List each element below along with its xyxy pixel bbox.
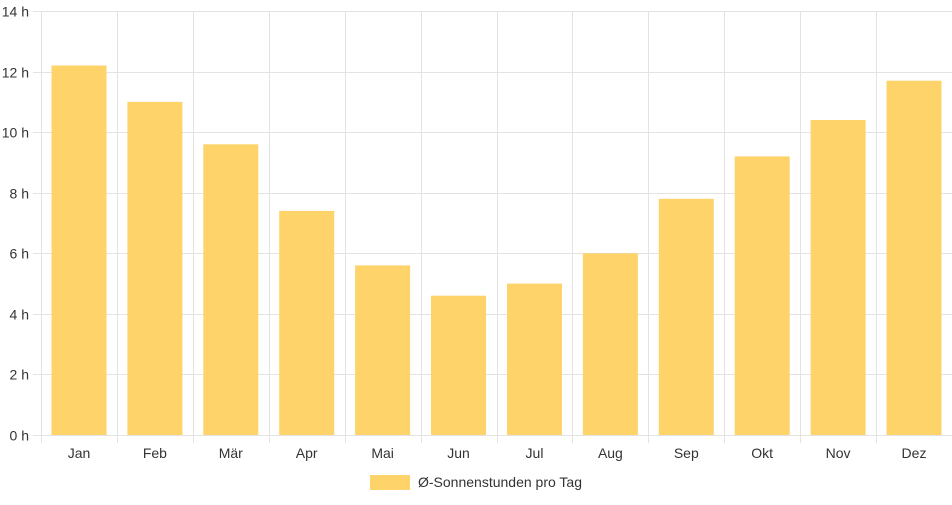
x-tick-label: Jul	[526, 445, 544, 461]
y-tick-label: 2 h	[10, 367, 29, 383]
bar-Okt[interactable]	[734, 156, 790, 435]
y-axis-labels: 0 h 2 h 4 h 6 h 8 h 10 h 12 h 14 h	[2, 4, 29, 444]
bar-Aug[interactable]	[582, 253, 638, 435]
x-tick-label: Jun	[447, 445, 470, 461]
x-tick-label: Okt	[751, 445, 773, 461]
bar-Jun[interactable]	[431, 295, 486, 435]
bar-Apr[interactable]	[279, 210, 335, 435]
x-tick-label: Mär	[219, 445, 243, 461]
y-tick-label: 14 h	[2, 4, 29, 20]
bar-Mär[interactable]	[203, 144, 259, 436]
bar-Jan[interactable]	[51, 65, 107, 436]
bar-Sep[interactable]	[658, 198, 714, 435]
bar-Jul[interactable]	[507, 283, 562, 435]
bar-Mai[interactable]	[355, 265, 411, 435]
legend-label[interactable]: Ø-Sonnenstunden pro Tag	[418, 474, 582, 490]
y-tick-label: 8 h	[10, 186, 29, 202]
bars	[51, 65, 942, 436]
y-tick-label: 10 h	[2, 125, 29, 141]
y-tick-label: 12 h	[2, 65, 29, 81]
x-axis-labels: Jan Feb Mär Apr Mai Jun Jul Aug Sep Okt Nov Dez	[68, 445, 927, 461]
x-tick-label: Jan	[68, 445, 91, 461]
grid-lines	[33, 11, 952, 443]
x-tick-label: Sep	[674, 445, 699, 461]
bar-Feb[interactable]	[127, 101, 183, 436]
y-tick-label: 4 h	[10, 307, 29, 323]
bar-Nov[interactable]	[810, 120, 866, 435]
x-tick-label: Apr	[296, 445, 318, 461]
y-tick-label: 6 h	[10, 246, 29, 262]
legend[interactable]: Ø-Sonnenstunden pro Tag	[370, 474, 582, 490]
x-tick-label: Mai	[371, 445, 394, 461]
x-tick-label: Feb	[143, 445, 167, 461]
x-tick-label: Dez	[902, 445, 927, 461]
bar-Dez[interactable]	[886, 80, 942, 435]
x-tick-label: Nov	[826, 445, 851, 461]
legend-swatch[interactable]	[370, 475, 410, 490]
y-tick-label: 0 h	[10, 428, 29, 444]
x-tick-label: Aug	[598, 445, 623, 461]
